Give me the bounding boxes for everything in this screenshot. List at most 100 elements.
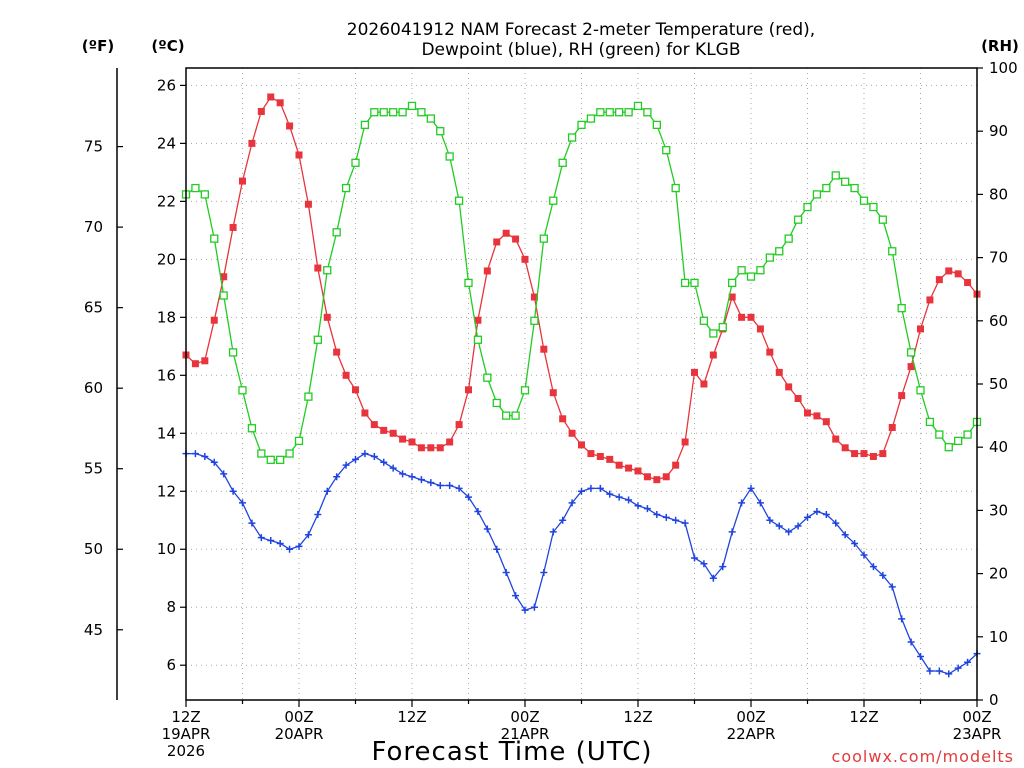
temperature-point xyxy=(323,313,331,321)
temperature-point xyxy=(756,325,764,333)
dewpoint-point xyxy=(530,603,538,611)
rh-tick-label: 50 xyxy=(989,375,1008,393)
temperature-point xyxy=(898,392,906,400)
temperature-point xyxy=(851,450,859,458)
rh-point xyxy=(586,114,596,123)
rh-point xyxy=(859,196,869,205)
temperature-point xyxy=(352,386,359,394)
temperature-point xyxy=(822,418,830,426)
rh-point xyxy=(888,247,897,256)
rh-point xyxy=(492,398,501,408)
dewpoint-point xyxy=(945,670,953,678)
rh-point xyxy=(191,183,200,193)
rh-tick-label: 20 xyxy=(989,565,1008,583)
dewpoint-point xyxy=(832,519,840,527)
rh-point xyxy=(520,386,530,395)
dewpoint-point xyxy=(869,563,877,571)
temperature-point xyxy=(286,122,294,130)
rh-tick-label: 40 xyxy=(989,438,1008,456)
dewpoint-point xyxy=(851,539,859,547)
temperature-point xyxy=(540,345,548,353)
dewpoint-point xyxy=(446,481,454,489)
grid-lines xyxy=(186,68,977,700)
dewpoint-point xyxy=(210,458,218,466)
temperature-point xyxy=(436,444,444,452)
rh-point xyxy=(389,108,398,117)
temperature-point xyxy=(888,423,896,431)
dewpoint-point xyxy=(785,528,793,536)
dewpoint-point xyxy=(239,499,246,507)
dewpoint-point xyxy=(728,528,736,536)
rh-point xyxy=(464,278,473,288)
rh-point xyxy=(596,108,605,117)
dewpoint-point xyxy=(559,516,567,524)
x-tick-label: 12Z xyxy=(849,708,878,726)
rh-point xyxy=(257,449,266,458)
fahrenheit-tick-label: 50 xyxy=(84,540,103,558)
rh-point xyxy=(897,304,906,313)
temperature-point xyxy=(917,325,924,333)
dewpoint-point xyxy=(681,519,689,527)
temperature-point xyxy=(455,421,463,429)
temperature-point xyxy=(738,313,746,321)
rh-point xyxy=(615,108,624,117)
dewpoint-point xyxy=(766,516,774,524)
dewpoint-point xyxy=(314,510,322,518)
rh-point xyxy=(436,127,445,136)
rh-point xyxy=(869,202,878,212)
rh-point xyxy=(351,158,360,167)
rh-point xyxy=(511,411,520,420)
rh-point xyxy=(332,228,341,237)
temperature-point xyxy=(785,383,793,391)
rh-point xyxy=(916,386,925,395)
temperature-point xyxy=(700,380,708,388)
temperature-point xyxy=(691,368,698,376)
dewpoint-point xyxy=(352,455,359,463)
chart-title-line-2: Dewpoint (blue), RH (green) for KLGB xyxy=(421,40,740,60)
rh-point xyxy=(699,316,709,325)
chart-title-line-1: 2026041912 NAM Forecast 2-meter Temperat… xyxy=(347,20,815,40)
celsius-tick-label: 26 xyxy=(157,76,176,94)
dewpoint-point xyxy=(220,470,228,478)
rh-tick-label: 80 xyxy=(989,185,1008,203)
rh-point xyxy=(304,392,313,401)
rh-point xyxy=(360,120,370,130)
temperature-point xyxy=(483,267,491,275)
x-axis-label: Forecast Time (UTC) xyxy=(371,737,652,767)
x-tick-label: 23APR xyxy=(953,725,1002,743)
dewpoint-point xyxy=(672,516,680,524)
dewpoint-point xyxy=(483,525,491,533)
dewpoint-point xyxy=(455,484,463,492)
celsius-tick-label: 10 xyxy=(157,540,176,558)
celsius-unit-label: (ºC) xyxy=(151,37,184,55)
temperature-point xyxy=(201,357,209,365)
celsius-tick-label: 20 xyxy=(157,250,176,268)
temperature-point xyxy=(606,455,614,463)
dewpoint-point xyxy=(662,513,670,521)
dewpoint-point xyxy=(540,568,548,576)
rh-point xyxy=(803,202,812,212)
rh-point xyxy=(925,417,935,427)
dewpoint-point xyxy=(615,493,623,501)
temperature-point xyxy=(653,476,661,484)
rh-point xyxy=(831,171,840,180)
dewpoint-point xyxy=(625,496,633,504)
rh-point xyxy=(483,373,492,382)
temperature-point xyxy=(804,409,811,417)
rh-point xyxy=(530,316,539,325)
fahrenheit-tick-label: 70 xyxy=(84,218,103,236)
dewpoint-point xyxy=(606,490,614,498)
rh-point xyxy=(709,329,718,338)
dewpoint-point xyxy=(700,560,708,568)
rh-point xyxy=(445,152,454,161)
rh-point xyxy=(662,146,671,155)
dewpoint-point xyxy=(719,563,727,571)
temperature-point xyxy=(417,444,425,452)
celsius-tick-label: 22 xyxy=(157,192,176,210)
dewpoint-point xyxy=(691,554,698,562)
dewpoint-point xyxy=(549,528,557,536)
dewpoint-point xyxy=(907,638,915,646)
dewpoint-point xyxy=(191,450,199,458)
rh-point xyxy=(558,158,567,167)
temperature-point xyxy=(568,429,576,437)
